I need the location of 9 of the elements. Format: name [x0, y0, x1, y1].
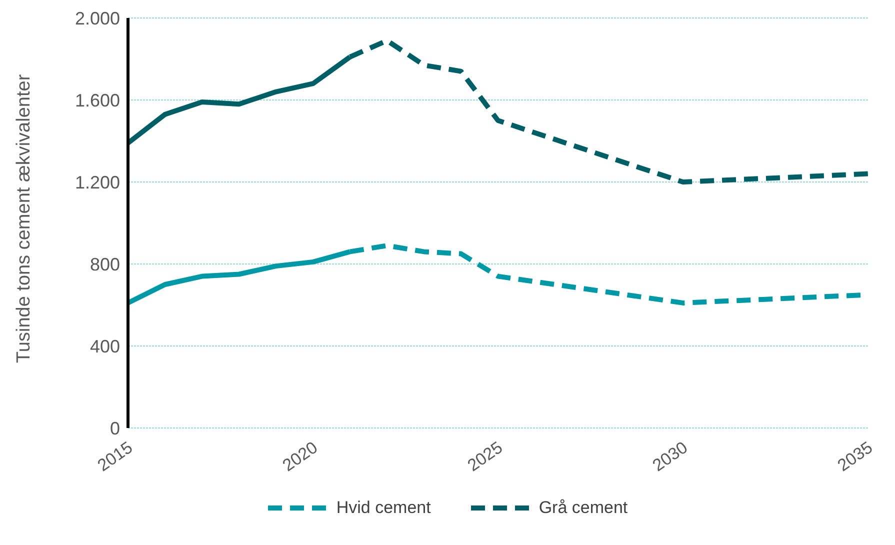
y-tick-label: 800 [90, 254, 120, 274]
y-tick-label: 0 [110, 418, 120, 438]
y-axis-title: Tusinde tons cement ækvivalenter [14, 74, 35, 363]
legend-label: Hvid cement [336, 498, 431, 518]
legend-label: Grå cement [538, 498, 628, 518]
y-tick-label: 400 [90, 336, 120, 356]
y-tick-label: 2.000 [74, 8, 120, 28]
y-tick-label: 1.200 [74, 172, 120, 192]
y-tick-label: 1.600 [74, 90, 120, 110]
